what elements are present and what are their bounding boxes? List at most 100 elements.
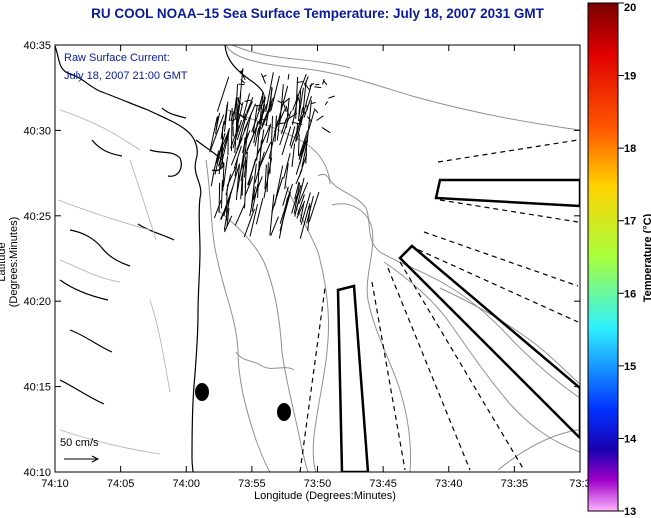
current-vector bbox=[223, 215, 233, 233]
current-vector bbox=[297, 134, 300, 156]
current-vector bbox=[323, 79, 328, 86]
current-vector bbox=[296, 93, 301, 104]
current-vector bbox=[214, 145, 223, 175]
station-markers bbox=[195, 383, 291, 421]
current-vector bbox=[290, 116, 303, 149]
radial-dashed-lines bbox=[299, 139, 579, 472]
current-vector bbox=[236, 94, 242, 129]
current-vector bbox=[278, 197, 288, 239]
current-vector bbox=[309, 82, 315, 87]
current-vector bbox=[244, 132, 248, 157]
current-vector bbox=[280, 117, 288, 135]
current-vector bbox=[240, 179, 243, 200]
current-vector bbox=[234, 203, 246, 226]
current-vector bbox=[270, 216, 279, 237]
x-tick-label: 73:35 bbox=[501, 478, 529, 490]
current-vector bbox=[270, 75, 280, 111]
current-vector bbox=[287, 112, 298, 120]
x-tick-label: 73:3 bbox=[569, 478, 590, 490]
current-vector bbox=[261, 97, 274, 126]
current-vector bbox=[305, 140, 308, 164]
colorbar-tick-label: 16 bbox=[624, 288, 636, 300]
current-vector bbox=[233, 145, 242, 169]
current-vector bbox=[223, 101, 229, 132]
y-tick-label: 40:20 bbox=[23, 296, 51, 308]
colorbar-tick-label: 13 bbox=[624, 506, 636, 518]
current-vector bbox=[298, 90, 302, 122]
current-vector bbox=[218, 142, 223, 175]
current-vector bbox=[225, 173, 232, 196]
current-vector bbox=[236, 154, 245, 193]
current-vector bbox=[215, 112, 221, 130]
current-annotation-line2: July 18, 2007 21:00 GMT bbox=[64, 70, 188, 82]
current-vector bbox=[297, 194, 305, 216]
current-vector bbox=[230, 125, 240, 149]
current-vector bbox=[245, 127, 257, 155]
current-vector bbox=[243, 159, 247, 178]
current-vector bbox=[242, 93, 251, 119]
current-vector bbox=[276, 113, 281, 141]
current-vector bbox=[230, 107, 233, 151]
current-vector bbox=[291, 121, 303, 125]
current-vector bbox=[298, 182, 309, 205]
current-vector bbox=[223, 199, 229, 217]
current-vector bbox=[316, 115, 324, 121]
current-vector bbox=[235, 163, 240, 201]
current-vector bbox=[328, 95, 335, 99]
current-vector bbox=[296, 200, 306, 219]
current-vector bbox=[249, 186, 256, 217]
current-vector bbox=[264, 164, 267, 190]
current-vector bbox=[279, 110, 292, 146]
current-vector bbox=[300, 192, 311, 225]
current-vector bbox=[244, 176, 254, 196]
station-marker bbox=[195, 383, 209, 401]
current-vector bbox=[281, 126, 292, 156]
current-vector bbox=[299, 203, 305, 223]
colorbar-tick-label: 18 bbox=[624, 143, 636, 155]
current-vector bbox=[262, 74, 267, 78]
current-vector bbox=[298, 111, 306, 121]
current-vector bbox=[258, 139, 262, 171]
current-vector bbox=[303, 95, 312, 118]
current-vector bbox=[273, 165, 284, 206]
current-vector bbox=[285, 105, 290, 117]
current-vector bbox=[298, 134, 309, 160]
current-vector bbox=[246, 97, 254, 113]
current-vector bbox=[295, 184, 302, 203]
current-vector bbox=[271, 176, 284, 213]
current-vector bbox=[321, 127, 331, 134]
current-vector bbox=[226, 208, 230, 227]
surface-current-vectors bbox=[209, 68, 335, 239]
current-vector bbox=[253, 121, 259, 144]
current-vector bbox=[289, 126, 296, 147]
current-vector bbox=[234, 158, 239, 177]
scale-arrow bbox=[64, 455, 100, 463]
current-vector bbox=[251, 104, 262, 133]
current-vector bbox=[242, 114, 252, 154]
current-vector bbox=[307, 205, 311, 232]
current-vector bbox=[260, 103, 273, 130]
current-vector bbox=[254, 127, 260, 147]
colorbar-tick-label: 14 bbox=[624, 433, 637, 445]
x-tick-label: 74:10 bbox=[41, 478, 69, 490]
current-vector bbox=[235, 97, 240, 126]
coastline bbox=[55, 45, 265, 472]
current-vector bbox=[220, 180, 223, 209]
current-vector bbox=[324, 101, 329, 106]
colorbar-tick-label: 20 bbox=[624, 2, 636, 14]
current-vector bbox=[216, 76, 230, 112]
current-vector bbox=[252, 105, 258, 134]
land-lines bbox=[57, 109, 171, 455]
y-tick-label: 40:25 bbox=[23, 211, 51, 223]
current-vector bbox=[243, 208, 255, 238]
current-vector bbox=[240, 79, 246, 84]
current-vector bbox=[255, 198, 264, 225]
colorbar-tick-label: 15 bbox=[624, 361, 636, 373]
current-vector bbox=[284, 163, 289, 190]
x-tick-label: 74:05 bbox=[107, 478, 135, 490]
current-vector bbox=[283, 153, 291, 179]
x-tick-label: 73:45 bbox=[369, 478, 397, 490]
y-axis-ticks: 40:35 40:30 40:25 40:20 40:15 40:10 bbox=[23, 40, 580, 479]
current-vector bbox=[257, 91, 264, 111]
